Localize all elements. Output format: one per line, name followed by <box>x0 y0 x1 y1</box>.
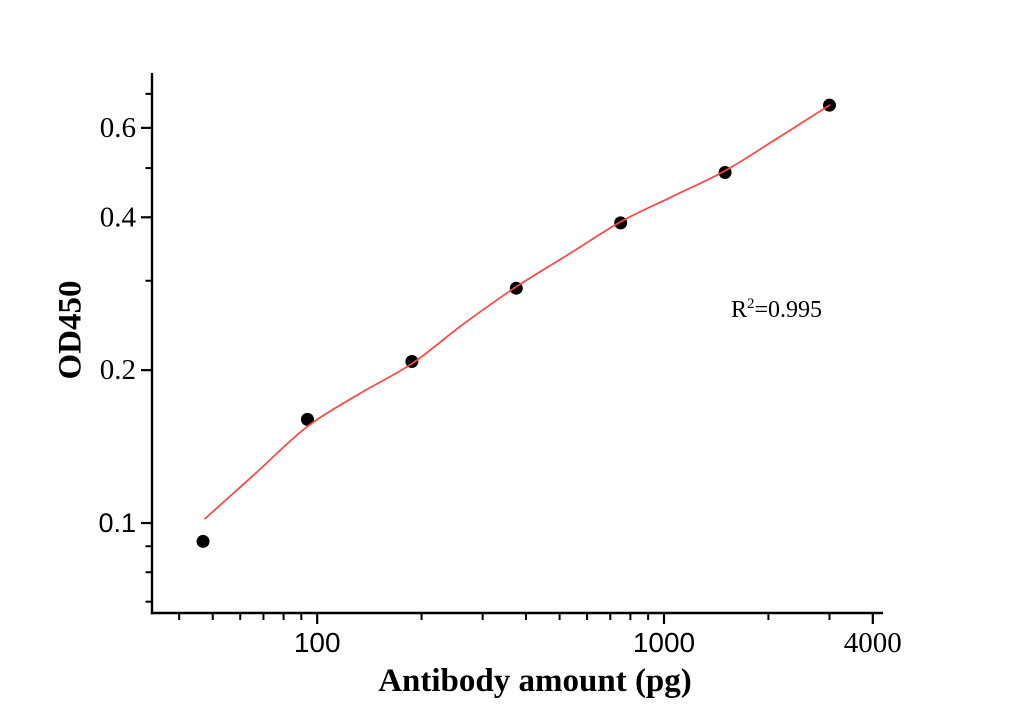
x-tick-label-4000: 4000 <box>844 627 902 659</box>
y-tick-label-0.4: 0.4 <box>100 201 137 233</box>
r-squared-exponent: 2 <box>747 296 755 312</box>
r-squared-base: R <box>731 297 748 323</box>
y-tick-label-0.1: 0.1 <box>98 508 136 538</box>
r-squared-value: =0.995 <box>754 297 823 323</box>
y-tick-label-0.6: 0.6 <box>100 112 136 144</box>
x-axis-title: Antibody amount (pg) <box>378 663 692 699</box>
x-tick-label-100: 100 <box>294 627 341 658</box>
y-axis-title: OD450 <box>52 280 89 380</box>
fit-curve <box>204 104 831 520</box>
r-squared-annotation: R2=0.995 <box>731 296 823 324</box>
data-point-1 <box>300 412 314 426</box>
x-tick-label-1000: 1000 <box>633 627 695 658</box>
data-point-0 <box>196 534 210 548</box>
y-tick-label-0.2: 0.2 <box>100 354 136 386</box>
